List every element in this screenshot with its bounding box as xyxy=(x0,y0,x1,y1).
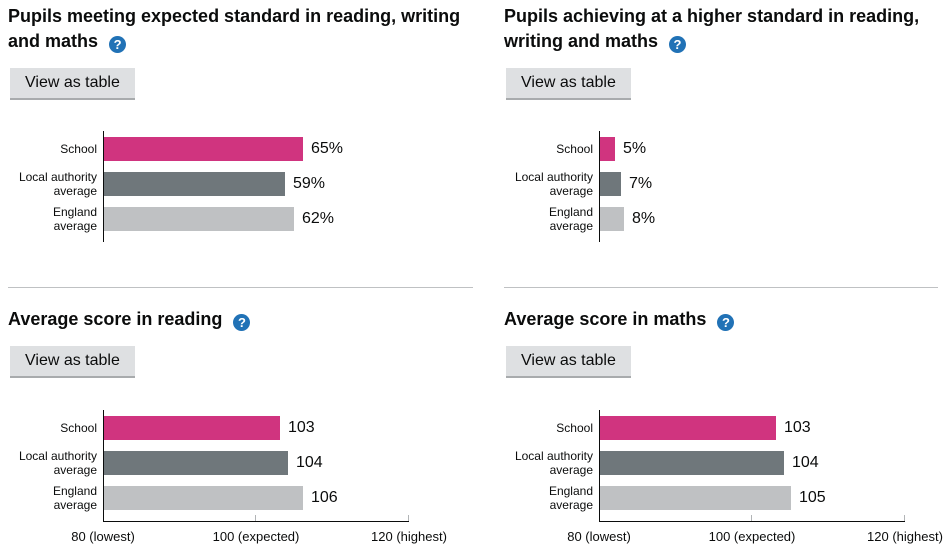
bar xyxy=(600,416,776,440)
bar-value-label: 105 xyxy=(799,489,826,506)
help-icon[interactable]: ? xyxy=(233,314,251,331)
bar-row: School 103 xyxy=(556,416,906,440)
view-as-table-button[interactable]: View as table xyxy=(506,346,631,376)
bar-category-label: Local authority average xyxy=(18,449,97,477)
bar-chart: School 5% Local authority average 7% England… xyxy=(504,131,906,242)
help-icon[interactable]: ? xyxy=(669,36,687,53)
bar-row: Local authority average 104 xyxy=(515,449,906,477)
chart-title: Pupils meeting expected standard in read… xyxy=(8,4,473,54)
bar-chart: School 103 Local authority average 104 Engla… xyxy=(504,410,943,549)
bar-value-label: 106 xyxy=(311,489,338,506)
bar-value-label: 8% xyxy=(632,210,656,227)
bar-value-label: 62% xyxy=(302,210,335,227)
view-as-table-button[interactable]: View as table xyxy=(506,68,631,98)
bar-category-label: School xyxy=(556,142,593,156)
x-axis-line xyxy=(103,515,409,522)
axis-tick-label: 120 (highest) xyxy=(371,529,447,544)
chart-section-reading-score: Average score in reading ? View as table… xyxy=(8,288,473,549)
bar-category-label: England average xyxy=(548,484,593,512)
chart-title: Average score in reading ? xyxy=(8,307,473,332)
bar xyxy=(600,486,791,510)
chart-title: Average score in maths ? xyxy=(504,307,938,332)
bar xyxy=(600,451,784,475)
chart-title: Pupils achieving at a higher standard in… xyxy=(504,4,938,54)
chart-title-text: Average score in maths xyxy=(504,309,707,329)
bar-value-label: 104 xyxy=(792,454,819,471)
axis-tick-label: 100 (expected) xyxy=(708,529,796,544)
bar-chart: School 65% Local authority average 59% Engla… xyxy=(8,131,410,242)
bar-row: England average 106 xyxy=(53,484,410,512)
bar xyxy=(104,207,294,231)
bar xyxy=(104,416,280,440)
bar-row: School 65% xyxy=(60,137,410,161)
chart-section-higher-standard: Pupils achieving at a higher standard in… xyxy=(504,4,938,288)
bar xyxy=(104,451,288,475)
axis-tick-label: 80 (lowest) xyxy=(71,529,135,544)
axis-tick-label: 80 (lowest) xyxy=(567,529,631,544)
bar-value-label: 5% xyxy=(623,140,647,157)
bar-value-label: 7% xyxy=(629,175,653,192)
chart-title-text: Pupils achieving at a higher standard in… xyxy=(504,6,920,51)
bar-value-label: 103 xyxy=(784,419,811,436)
bar xyxy=(600,137,615,161)
bar xyxy=(104,137,303,161)
bar-category-label: Local authority average xyxy=(514,449,593,477)
bar-row: Local authority average 59% xyxy=(19,170,410,198)
view-as-table-button[interactable]: View as table xyxy=(10,346,135,376)
x-axis-labels: 80 (lowest) 100 (expected) 120 (highest) xyxy=(71,529,447,549)
bar-row: England average 105 xyxy=(549,484,906,512)
help-icon[interactable]: ? xyxy=(717,314,735,331)
bar-rows: School 65% Local authority average 59% Engla… xyxy=(19,131,410,242)
bar-row: Local authority average 104 xyxy=(19,449,410,477)
bar-value-label: 103 xyxy=(288,419,315,436)
axis-tick xyxy=(751,515,752,521)
bar-rows: School 103 Local authority average 104 Engla… xyxy=(515,410,906,521)
bar-category-label: Local authority average xyxy=(18,170,97,198)
bar-category-label: England average xyxy=(52,484,97,512)
bar xyxy=(600,172,621,196)
bar-chart: School 103 Local authority average 104 Engla… xyxy=(8,410,447,549)
bar-row: School 5% xyxy=(556,137,906,161)
x-axis-line xyxy=(599,515,905,522)
bar-row: School 103 xyxy=(60,416,410,440)
bar xyxy=(600,207,624,231)
help-icon[interactable]: ? xyxy=(109,36,127,53)
chart-section-expected-standard: Pupils meeting expected standard in read… xyxy=(8,4,473,288)
chart-section-maths-score: Average score in maths ? View as table S… xyxy=(504,288,943,549)
chart-title-text: Pupils meeting expected standard in read… xyxy=(8,6,461,51)
x-axis-labels: 80 (lowest) 100 (expected) 120 (highest) xyxy=(567,529,943,549)
bar-category-label: School xyxy=(60,142,97,156)
chart-title-text: Average score in reading xyxy=(8,309,223,329)
bar xyxy=(104,172,285,196)
bar-category-label: England average xyxy=(52,205,97,233)
bar-value-label: 65% xyxy=(311,140,344,157)
bar-row: England average 8% xyxy=(549,205,906,233)
bar-rows: School 5% Local authority average 7% England… xyxy=(515,131,906,242)
axis-tick xyxy=(904,515,905,521)
axis-tick xyxy=(255,515,256,521)
bar-rows: School 103 Local authority average 104 Engla… xyxy=(19,410,410,521)
axis-tick-label: 120 (highest) xyxy=(867,529,943,544)
bar-value-label: 104 xyxy=(296,454,323,471)
bar xyxy=(104,486,303,510)
bar-category-label: England average xyxy=(548,205,593,233)
bar-category-label: School xyxy=(556,421,593,435)
bar-category-label: School xyxy=(60,421,97,435)
bar-row: England average 62% xyxy=(53,205,410,233)
view-as-table-button[interactable]: View as table xyxy=(10,68,135,98)
axis-tick-label: 100 (expected) xyxy=(212,529,300,544)
bar-value-label: 59% xyxy=(293,175,326,192)
bar-row: Local authority average 7% xyxy=(515,170,906,198)
bar-category-label: Local authority average xyxy=(514,170,593,198)
axis-tick xyxy=(408,515,409,521)
